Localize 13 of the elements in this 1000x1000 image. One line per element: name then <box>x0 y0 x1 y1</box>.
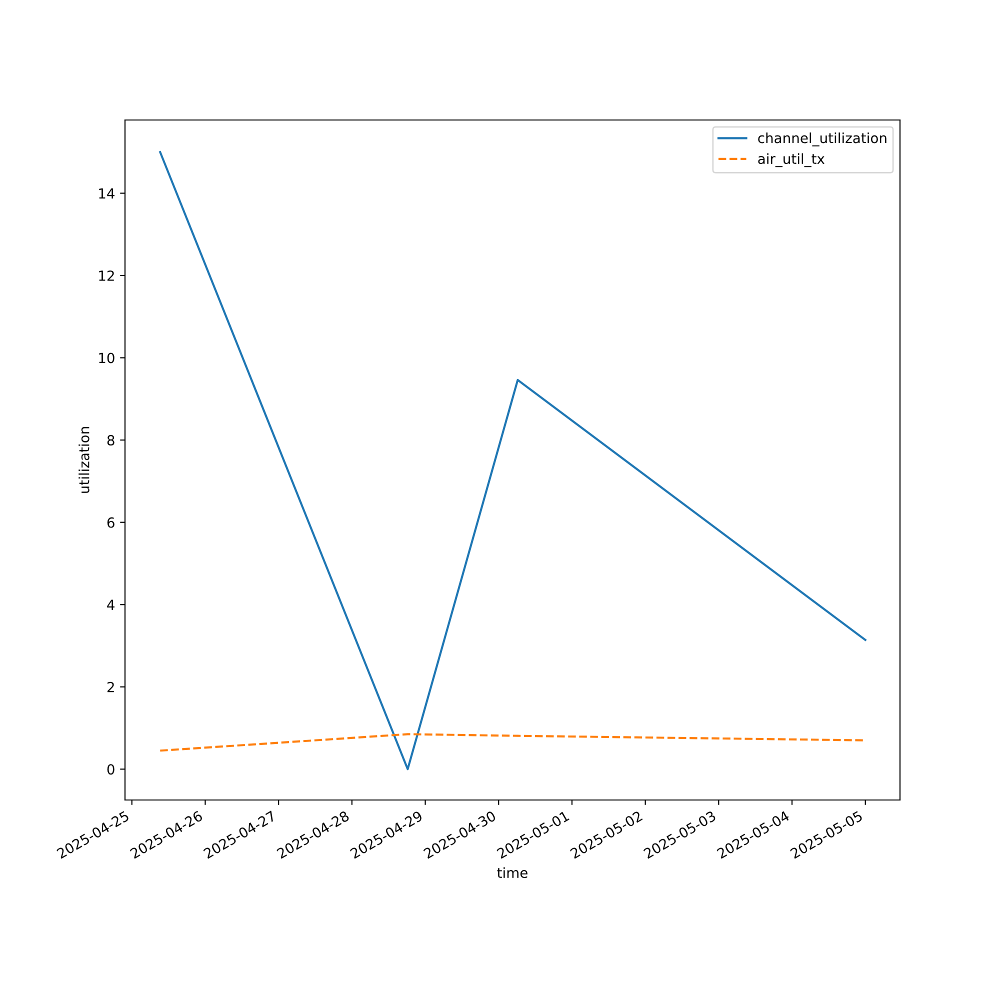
y-tick-label: 0 <box>107 764 114 775</box>
y-tick-label: 2 <box>107 682 114 692</box>
y-tick-label: 10 <box>99 352 114 364</box>
y-tick-label: 8 <box>107 435 114 446</box>
x-axis-title: time <box>497 867 528 878</box>
y-tick-label: 14 <box>99 188 114 198</box>
y-tick-label: 12 <box>99 270 114 281</box>
y-axis-title: utilization <box>78 427 90 493</box>
y-tick-label: 4 <box>107 600 114 610</box>
legend-label: air_util_tx <box>758 153 825 168</box>
legend-label: channel_utilization <box>758 132 886 146</box>
line-series <box>159 151 866 770</box>
y-tick-label: 6 <box>107 517 114 528</box>
